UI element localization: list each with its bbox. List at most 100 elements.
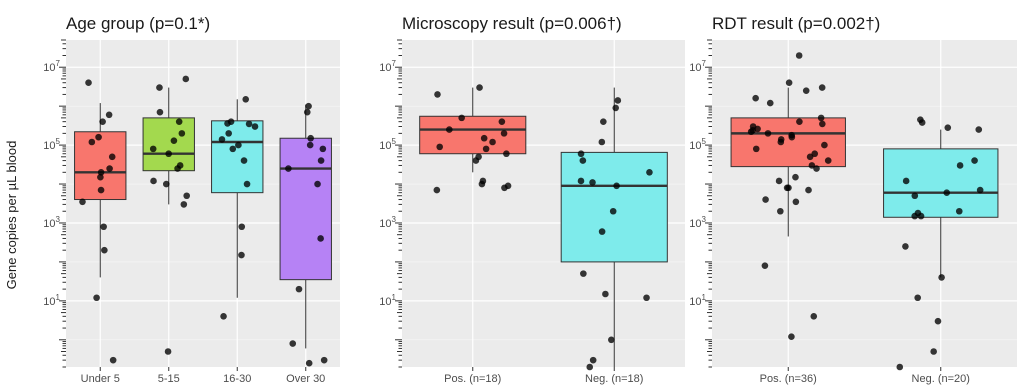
data-point <box>813 165 820 172</box>
data-point <box>106 165 113 172</box>
y-axis-label: Gene copies per µL blood <box>4 141 19 290</box>
data-point <box>482 145 490 153</box>
data-point <box>95 133 102 141</box>
data-point <box>150 177 157 185</box>
x-tick-label: Neg. (n=18) <box>585 373 643 385</box>
panel-title: RDT result (p=0.002†) <box>712 14 880 33</box>
data-point <box>955 207 963 215</box>
data-point <box>598 228 606 235</box>
data-point <box>480 134 488 142</box>
data-point <box>589 356 597 364</box>
data-point <box>108 153 116 161</box>
data-point <box>818 84 826 91</box>
data-point <box>436 143 444 151</box>
data-point <box>319 145 327 153</box>
y-tick-label: 103 <box>379 215 396 230</box>
data-point <box>85 79 92 87</box>
data-point <box>956 162 964 169</box>
data-point <box>307 134 314 142</box>
data-point <box>305 359 313 367</box>
data-point <box>819 120 826 128</box>
data-point <box>240 157 248 164</box>
data-point <box>100 223 107 231</box>
data-point <box>105 111 113 119</box>
x-tick-label: Pos. (n=18) <box>444 373 501 385</box>
data-point <box>777 207 784 215</box>
data-point <box>918 119 926 126</box>
panel-microscopy-result: Microscopy result (p=0.006†) 101 103 105 107… <box>379 14 685 385</box>
data-point <box>911 212 919 220</box>
data-point <box>101 246 108 254</box>
data-point <box>320 356 328 364</box>
data-point <box>747 128 755 136</box>
data-point <box>613 182 620 190</box>
data-point <box>930 348 937 355</box>
data-point <box>229 145 237 153</box>
data-point <box>501 184 508 192</box>
data-point <box>580 270 587 277</box>
data-point <box>170 137 178 144</box>
data-point <box>433 186 441 194</box>
data-point <box>761 262 769 269</box>
data-point <box>766 99 774 107</box>
x-tick-label: Under 5 <box>81 373 120 385</box>
data-point <box>97 169 105 176</box>
data-point <box>806 153 814 161</box>
data-point <box>235 141 242 149</box>
data-point <box>472 157 480 164</box>
data-point <box>579 157 587 164</box>
data-point <box>303 108 311 116</box>
data-point <box>164 348 172 355</box>
panel-rdt-result: RDT result (p=0.002†) 101 103 105 107 Pos. (n… <box>689 14 1017 385</box>
data-point <box>242 95 250 103</box>
data-point <box>317 157 325 164</box>
data-point <box>99 118 106 125</box>
y-tick-label: 107 <box>43 59 60 74</box>
data-point <box>792 198 800 206</box>
data-point <box>796 118 803 125</box>
data-point <box>183 192 190 200</box>
data-point <box>577 150 585 158</box>
data-point <box>764 130 772 137</box>
data-point <box>609 207 617 215</box>
data-point <box>478 180 486 188</box>
data-point <box>489 138 496 146</box>
data-point <box>614 97 622 104</box>
data-point <box>976 186 984 194</box>
data-point <box>777 138 785 146</box>
data-point <box>598 138 606 146</box>
data-point <box>93 294 100 302</box>
box <box>883 148 999 218</box>
y-tick-label: 105 <box>379 137 396 152</box>
y-tick-label: 103 <box>689 215 706 230</box>
data-point <box>220 313 227 320</box>
data-point <box>446 126 453 133</box>
data-point <box>608 336 615 344</box>
data-point <box>762 196 769 203</box>
x-tick-label: Pos. (n=36) <box>760 373 817 385</box>
data-point <box>795 52 803 59</box>
box <box>142 117 195 172</box>
data-point <box>589 179 596 186</box>
x-tick-label: Over 30 <box>286 373 325 385</box>
data-point <box>317 235 324 242</box>
data-point <box>178 130 186 137</box>
data-point <box>97 186 105 194</box>
data-point <box>503 150 510 158</box>
data-point <box>788 133 796 141</box>
data-point <box>156 108 164 116</box>
y-tick-label: 105 <box>43 137 60 152</box>
data-point <box>785 79 793 87</box>
data-point <box>289 340 297 347</box>
data-point <box>802 87 810 94</box>
data-point <box>612 104 620 112</box>
data-point <box>295 285 303 293</box>
data-point <box>752 94 759 102</box>
data-point <box>602 290 609 298</box>
data-point <box>917 212 925 220</box>
panel-title: Age group (p=0.1*) <box>66 14 210 33</box>
data-point <box>775 177 783 185</box>
data-point <box>817 114 825 122</box>
data-point <box>224 120 231 127</box>
data-point <box>902 177 910 185</box>
